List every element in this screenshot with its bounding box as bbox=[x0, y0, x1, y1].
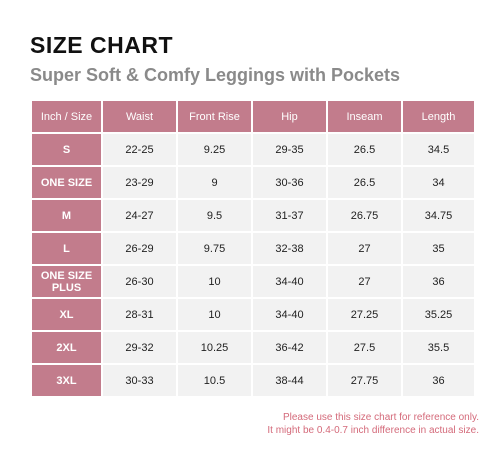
table-row: ONE SIZE 23-29 9 30-36 26.5 34 bbox=[32, 167, 474, 198]
length-value: 36 bbox=[403, 266, 474, 297]
waist-value: 23-29 bbox=[103, 167, 176, 198]
header-inseam: Inseam bbox=[328, 101, 401, 132]
length-value: 34.5 bbox=[403, 134, 474, 165]
table-header-row: Inch / Size Waist Front Rise Hip Inseam … bbox=[32, 101, 474, 132]
waist-value: 28-31 bbox=[103, 299, 176, 330]
inseam-value: 27.75 bbox=[328, 365, 401, 396]
waist-value: 29-32 bbox=[103, 332, 176, 363]
inseam-value: 27.25 bbox=[328, 299, 401, 330]
size-label: ONE SIZE PLUS bbox=[32, 266, 101, 297]
hip-value: 30-36 bbox=[253, 167, 326, 198]
front-rise-value: 9.75 bbox=[178, 233, 251, 264]
length-value: 34 bbox=[403, 167, 474, 198]
front-rise-value: 10.5 bbox=[178, 365, 251, 396]
size-disclaimer: Please use this size chart for reference… bbox=[267, 411, 479, 437]
size-label: S bbox=[32, 134, 101, 165]
waist-value: 26-29 bbox=[103, 233, 176, 264]
length-value: 35 bbox=[403, 233, 474, 264]
table-row: XL 28-31 10 34-40 27.25 35.25 bbox=[32, 299, 474, 330]
table-row: S 22-25 9.25 29-35 26.5 34.5 bbox=[32, 134, 474, 165]
front-rise-value: 9 bbox=[178, 167, 251, 198]
table-row: M 24-27 9.5 31-37 26.75 34.75 bbox=[32, 200, 474, 231]
inseam-value: 27 bbox=[328, 266, 401, 297]
header-inch-size: Inch / Size bbox=[32, 101, 101, 132]
front-rise-value: 10 bbox=[178, 266, 251, 297]
length-value: 34.75 bbox=[403, 200, 474, 231]
inseam-value: 26.75 bbox=[328, 200, 401, 231]
hip-value: 29-35 bbox=[253, 134, 326, 165]
waist-value: 30-33 bbox=[103, 365, 176, 396]
size-label: L bbox=[32, 233, 101, 264]
table-row: 3XL 30-33 10.5 38-44 27.75 36 bbox=[32, 365, 474, 396]
size-label: XL bbox=[32, 299, 101, 330]
waist-value: 26-30 bbox=[103, 266, 176, 297]
page-title: SIZE CHART bbox=[30, 32, 173, 58]
hip-value: 31-37 bbox=[253, 200, 326, 231]
table-row: ONE SIZE PLUS 26-30 10 34-40 27 36 bbox=[32, 266, 474, 297]
inseam-value: 27.5 bbox=[328, 332, 401, 363]
front-rise-value: 10 bbox=[178, 299, 251, 330]
size-chart-table: Inch / Size Waist Front Rise Hip Inseam … bbox=[30, 99, 476, 398]
waist-value: 24-27 bbox=[103, 200, 176, 231]
header-hip: Hip bbox=[253, 101, 326, 132]
inseam-value: 26.5 bbox=[328, 134, 401, 165]
size-label: 2XL bbox=[32, 332, 101, 363]
header-length: Length bbox=[403, 101, 474, 132]
disclaimer-line1: Please use this size chart for reference… bbox=[282, 412, 479, 423]
hip-value: 36-42 bbox=[253, 332, 326, 363]
inseam-value: 27 bbox=[328, 233, 401, 264]
size-label-line1: ONE SIZE bbox=[40, 269, 93, 282]
disclaimer-line2: It might be 0.4-0.7 inch difference in a… bbox=[267, 425, 479, 436]
hip-value: 38-44 bbox=[253, 365, 326, 396]
page-subtitle: Super Soft & Comfy Leggings with Pockets bbox=[30, 65, 401, 85]
header-front-rise: Front Rise bbox=[178, 101, 251, 132]
size-label: 3XL bbox=[32, 365, 101, 396]
size-label: M bbox=[32, 200, 101, 231]
header-waist: Waist bbox=[103, 101, 176, 132]
table-row: 2XL 29-32 10.25 36-42 27.5 35.5 bbox=[32, 332, 474, 363]
front-rise-value: 10.25 bbox=[178, 332, 251, 363]
size-label: ONE SIZE bbox=[32, 167, 101, 198]
size-label-line2: PLUS bbox=[51, 281, 82, 294]
length-value: 35.5 bbox=[403, 332, 474, 363]
hip-value: 34-40 bbox=[253, 299, 326, 330]
front-rise-value: 9.25 bbox=[178, 134, 251, 165]
length-value: 35.25 bbox=[403, 299, 474, 330]
waist-value: 22-25 bbox=[103, 134, 176, 165]
inseam-value: 26.5 bbox=[328, 167, 401, 198]
front-rise-value: 9.5 bbox=[178, 200, 251, 231]
hip-value: 34-40 bbox=[253, 266, 326, 297]
hip-value: 32-38 bbox=[253, 233, 326, 264]
length-value: 36 bbox=[403, 365, 474, 396]
table-row: L 26-29 9.75 32-38 27 35 bbox=[32, 233, 474, 264]
